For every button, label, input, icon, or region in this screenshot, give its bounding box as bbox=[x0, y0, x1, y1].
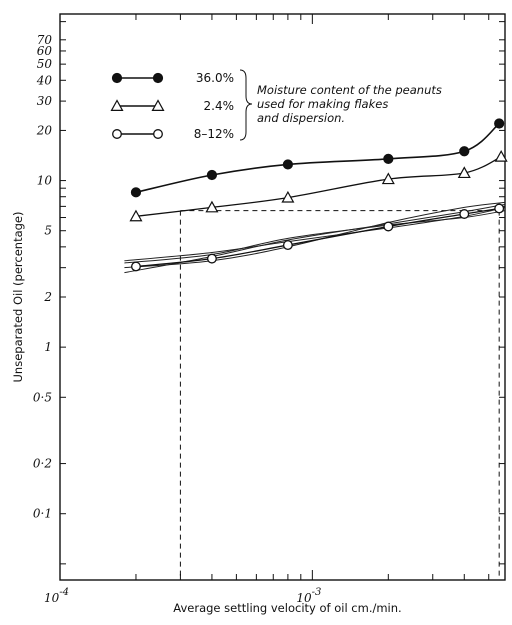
data-point bbox=[129, 209, 143, 222]
data-point bbox=[494, 150, 508, 162]
legend-marker bbox=[110, 99, 124, 112]
data-point bbox=[282, 159, 293, 170]
legend-brace bbox=[239, 69, 253, 141]
y-tick-label: 50 bbox=[37, 57, 53, 71]
legend-marker bbox=[152, 72, 164, 84]
y-tick-label: 60 bbox=[37, 44, 53, 58]
series-markers bbox=[129, 118, 508, 272]
y-tick-label: 2 bbox=[43, 290, 52, 304]
y-tick-label: 5 bbox=[44, 224, 52, 238]
reference-lines bbox=[179, 210, 505, 580]
data-point bbox=[281, 190, 295, 203]
data-point bbox=[459, 146, 470, 157]
data-point bbox=[206, 169, 218, 181]
y-tick-label: 0·1 bbox=[33, 507, 52, 521]
y-tick-label: 30 bbox=[37, 94, 53, 108]
y-tick-label: 0·2 bbox=[33, 457, 52, 471]
data-point bbox=[459, 209, 470, 219]
data-point bbox=[130, 187, 142, 198]
x-axis-title: Average settling velocity of oil cm./min… bbox=[173, 601, 401, 615]
legend-marker bbox=[151, 99, 165, 112]
data-point bbox=[383, 153, 394, 164]
legend-marker bbox=[112, 129, 122, 139]
data-point bbox=[205, 200, 219, 213]
x-tick-label: 10-4 bbox=[44, 587, 69, 605]
y-tick-label: 20 bbox=[36, 123, 53, 137]
data-point bbox=[383, 221, 394, 232]
data-point bbox=[206, 253, 217, 264]
data-point bbox=[457, 166, 471, 179]
y-tick-label: 40 bbox=[36, 73, 53, 87]
y-tick-label: 1 bbox=[44, 340, 52, 354]
series-line-0 bbox=[135, 122, 500, 194]
legend-label: 8–12% bbox=[194, 127, 234, 141]
legend-marker bbox=[153, 129, 163, 139]
data-point bbox=[381, 172, 395, 185]
legend-note-line: used for making flakes bbox=[257, 97, 388, 111]
y-tick-label: 10 bbox=[37, 174, 53, 188]
legend-note-line: Moisture content of the peanuts bbox=[257, 83, 442, 97]
legend: 36.0% 2.4% 8–12% Moisture content of the pe… bbox=[110, 69, 442, 141]
x-tick-label: 10-3 bbox=[296, 587, 321, 605]
legend-marker bbox=[111, 72, 123, 84]
legend-label: 36.0% bbox=[196, 71, 234, 85]
data-point bbox=[131, 261, 141, 272]
series-lines bbox=[124, 122, 506, 274]
data-point bbox=[494, 118, 505, 129]
y-axis-title: Unseparated Oil (percentage) bbox=[11, 212, 25, 383]
y-tick-label: 0·5 bbox=[33, 390, 52, 404]
data-point bbox=[494, 203, 505, 214]
axis-ticks bbox=[59, 14, 505, 580]
data-point bbox=[282, 240, 293, 251]
legend-note-line: and dispersion. bbox=[257, 111, 345, 125]
series-line-1 bbox=[135, 156, 502, 217]
legend-label: 2.4% bbox=[204, 99, 235, 113]
y-tick-label: 70 bbox=[37, 33, 53, 47]
